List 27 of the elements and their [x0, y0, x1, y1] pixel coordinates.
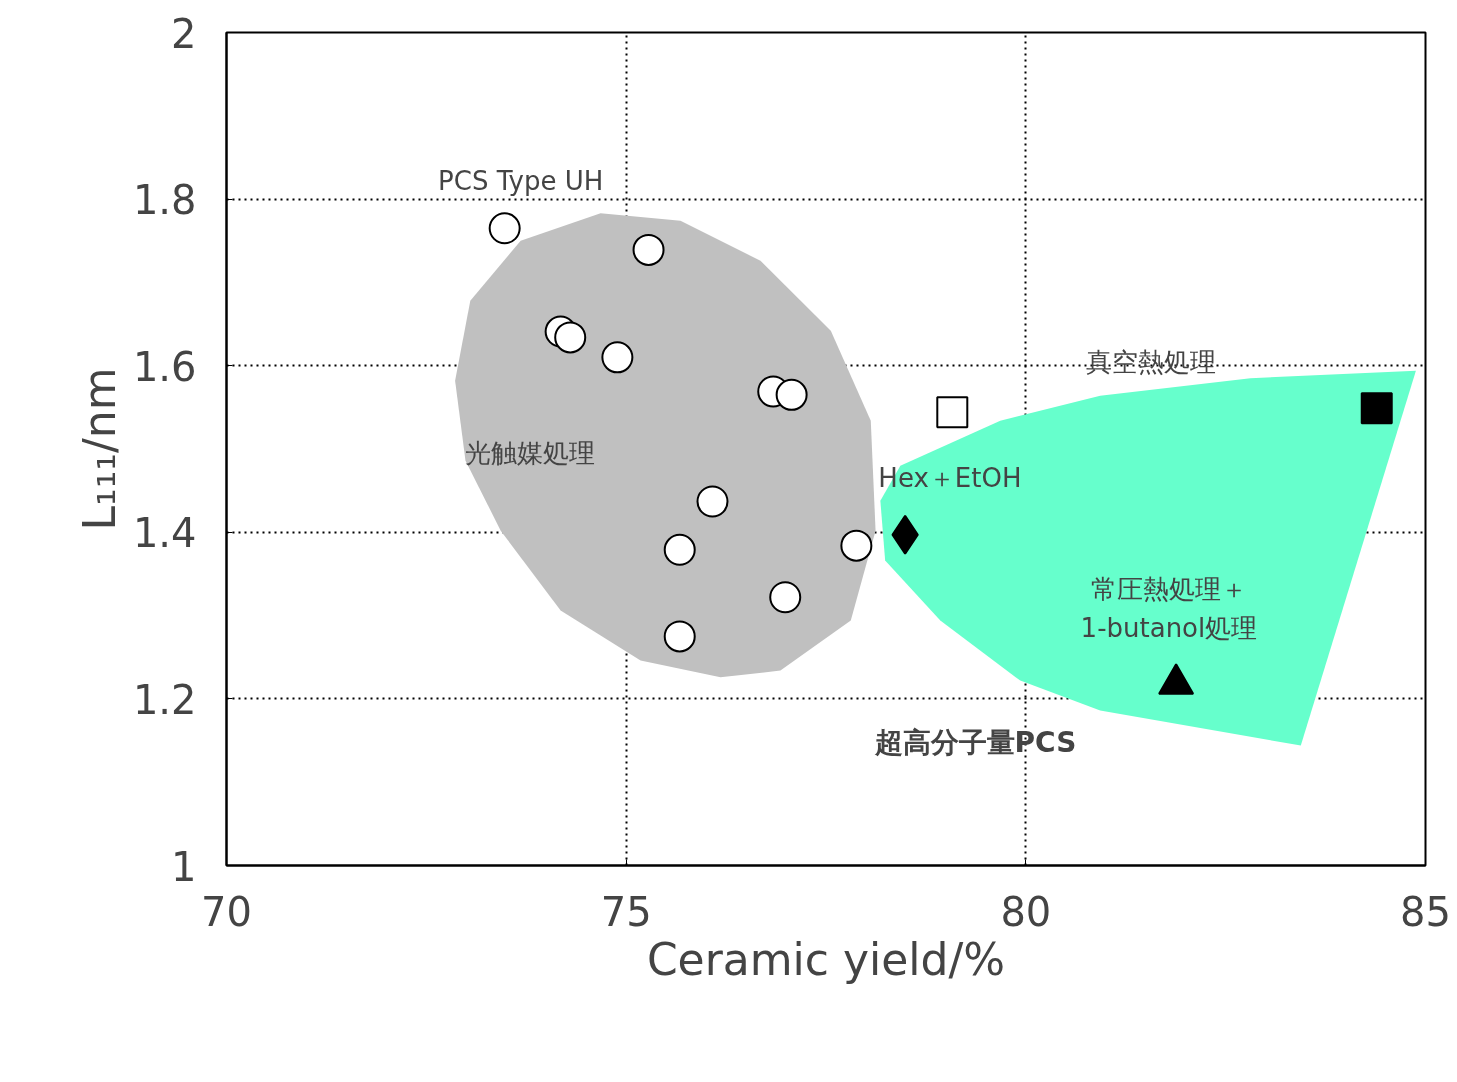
y-tick-label: 1.6 [132, 343, 197, 390]
x-axis-title: Ceramic yield/% [646, 933, 1006, 985]
point [632, 233, 665, 266]
annotation: 常圧熱処理＋ 1-butanol処理 [1080, 573, 1258, 643]
y-tick-label: 1 [171, 843, 197, 890]
annotation: 光触媒処理 [465, 438, 596, 469]
point [663, 533, 696, 566]
x-tick-label: 75 [600, 888, 652, 935]
y-tick-label: 1.8 [132, 177, 197, 224]
point [1360, 392, 1393, 425]
x-tick-label: 70 [201, 888, 252, 935]
y-axis-title: L₁₁₁/nm [73, 367, 125, 531]
x-tick-label: 80 [1000, 888, 1052, 935]
annotation: PCS Type UH [438, 165, 604, 196]
point [840, 529, 873, 562]
point [775, 378, 808, 411]
point [696, 485, 729, 518]
annotation: 超高分子量PCS [873, 725, 1077, 759]
y-tick-label: 2 [171, 10, 197, 57]
point [769, 581, 802, 614]
point [554, 321, 587, 354]
point [663, 620, 696, 653]
annotation: 真空熱処理 [1085, 347, 1216, 378]
y-tick-label: 1.4 [132, 510, 197, 557]
y-tick-label: 1.2 [132, 676, 197, 723]
x-tick-label: 85 [1400, 888, 1451, 935]
point [601, 341, 634, 374]
